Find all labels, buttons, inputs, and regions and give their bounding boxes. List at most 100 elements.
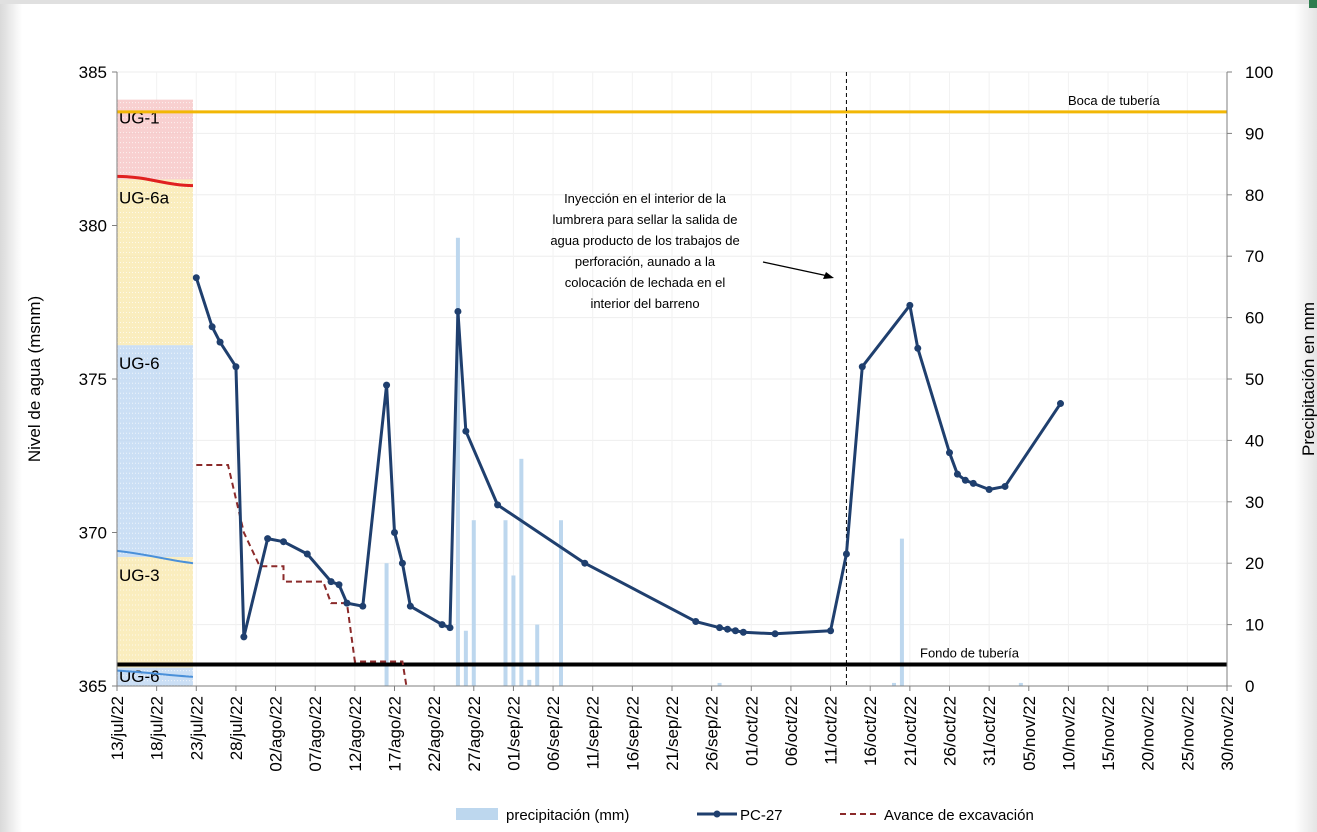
pc27-point bbox=[280, 538, 287, 546]
x-tick-label: 01/sep/22 bbox=[504, 696, 523, 771]
pc27-line bbox=[194, 277, 1062, 639]
top-shade bbox=[0, 0, 1317, 4]
x-tick-label: 22/ago/22 bbox=[425, 696, 444, 772]
x-tick-label: 12/ago/22 bbox=[346, 696, 365, 772]
annotation-text: lumbrera para sellar la salida de bbox=[553, 212, 738, 227]
legend-label-pc27: PC-27 bbox=[740, 807, 783, 824]
pc27-point bbox=[827, 627, 835, 635]
annotation-text: interior del barreno bbox=[590, 296, 699, 311]
x-tick-label: 13/jul/22 bbox=[108, 696, 127, 760]
y-left-axis-label: Nivel de agua (msnm) bbox=[25, 296, 44, 462]
pc27-point bbox=[327, 578, 335, 586]
pc27-point bbox=[739, 628, 747, 636]
x-tick-label: 06/oct/22 bbox=[782, 696, 801, 766]
precipitation-bar bbox=[511, 575, 516, 686]
precipitation-bar bbox=[455, 237, 460, 686]
y-right-tick-label: 10 bbox=[1245, 616, 1264, 635]
precipitation-bars bbox=[384, 237, 1023, 686]
x-tick-label: 26/sep/22 bbox=[703, 696, 722, 771]
pc27-point bbox=[240, 633, 248, 641]
pc27-point bbox=[446, 624, 454, 632]
pc27-point bbox=[462, 427, 470, 435]
pc27-point bbox=[985, 486, 993, 494]
pc27-point bbox=[494, 501, 502, 509]
y-right-tick-label: 70 bbox=[1245, 247, 1264, 266]
left-shade bbox=[0, 0, 22, 832]
y-right-tick-label: 50 bbox=[1245, 370, 1264, 389]
x-tick-label: 16/sep/22 bbox=[623, 696, 642, 771]
x-tick-label: 05/nov/22 bbox=[1020, 696, 1039, 771]
pc27-point bbox=[391, 529, 398, 536]
pc27-point bbox=[581, 559, 589, 567]
x-tick-label: 26/oct/22 bbox=[941, 696, 960, 766]
annotation-arrowhead bbox=[823, 272, 834, 279]
pc27-point bbox=[438, 621, 446, 629]
precipitation-bar bbox=[503, 520, 508, 686]
x-tick-label: 28/jul/22 bbox=[227, 696, 246, 760]
pc27-point bbox=[953, 470, 961, 478]
annotation-text: colocación de lechada en el bbox=[565, 275, 726, 290]
excavation-line bbox=[196, 463, 408, 687]
annotation-text: agua producto de los trabajos de bbox=[550, 233, 739, 248]
legend: precipitación (mm) PC-27 Avance de excavac… bbox=[456, 807, 1034, 824]
pc27-point bbox=[914, 344, 922, 352]
pc27-point bbox=[858, 363, 866, 371]
pc27-point bbox=[724, 625, 731, 633]
y-right-tick-label: 60 bbox=[1245, 309, 1264, 328]
x-tick-label: 20/nov/22 bbox=[1139, 696, 1158, 771]
y-right-tick-label: 0 bbox=[1245, 677, 1254, 696]
precipitation-bar bbox=[463, 630, 468, 686]
y-left-tick-label: 375 bbox=[79, 370, 107, 389]
pc27-point bbox=[1001, 482, 1009, 490]
series bbox=[192, 274, 1064, 687]
reference-lines: Boca de tubería Fondo de tubería bbox=[117, 72, 1227, 686]
x-tick-label: 23/jul/22 bbox=[187, 696, 206, 760]
x-tick-label: 27/ago/22 bbox=[465, 696, 484, 772]
pc27-point bbox=[454, 307, 462, 315]
grid bbox=[116, 71, 1228, 687]
x-tick-label: 10/nov/22 bbox=[1059, 696, 1078, 771]
y-right-tick-label: 20 bbox=[1245, 554, 1264, 573]
pc27-point bbox=[946, 449, 953, 457]
pc27-point bbox=[961, 476, 969, 484]
y-right-tick-label: 80 bbox=[1245, 186, 1264, 205]
precipitation-bar bbox=[899, 538, 904, 686]
pc27-point bbox=[731, 627, 739, 635]
axes: 365 370 375 380 385 0 10 20 30 40 50 60 70 80 90 100 13/… bbox=[25, 63, 1317, 772]
fondo-label: Fondo de tubería bbox=[920, 646, 1020, 661]
x-tick-label: 11/sep/22 bbox=[584, 696, 603, 769]
stratum-label: UG-6a bbox=[119, 188, 170, 207]
pc27-point bbox=[842, 550, 850, 558]
y-left-tick-label: 380 bbox=[79, 217, 107, 236]
y-right-tick-label: 100 bbox=[1245, 63, 1273, 82]
x-tick-label: 30/nov/22 bbox=[1218, 696, 1237, 771]
pc27-point bbox=[335, 581, 343, 589]
x-tick-label: 16/oct/22 bbox=[861, 696, 880, 766]
y-right-tick-label: 90 bbox=[1245, 124, 1264, 143]
stratum-band bbox=[117, 345, 193, 558]
x-tick-label: 17/ago/22 bbox=[386, 696, 405, 772]
y-left-tick-label: 385 bbox=[79, 63, 107, 82]
pc27-point bbox=[208, 323, 216, 331]
legend-label-excavation: Avance de excavación bbox=[884, 807, 1034, 824]
y-left-tick-label: 365 bbox=[79, 677, 107, 696]
pc27-point bbox=[383, 381, 391, 389]
stratum-contact-red bbox=[116, 174, 194, 188]
precipitation-bar bbox=[535, 624, 540, 686]
x-tick-label: 01/oct/22 bbox=[742, 696, 761, 766]
x-tick-label: 25/nov/22 bbox=[1178, 696, 1197, 771]
stratum-label: UG-3 bbox=[119, 566, 160, 585]
x-tick-label: 15/nov/22 bbox=[1099, 696, 1118, 771]
stratum-contact-blue bbox=[116, 549, 194, 565]
stratum-contact-blue bbox=[116, 669, 194, 678]
pc27-point bbox=[969, 479, 977, 487]
annotation-text: perforación, aunado a la bbox=[575, 254, 716, 269]
precipitation-bar bbox=[1018, 682, 1023, 686]
x-tick-label: 07/ago/22 bbox=[306, 696, 325, 772]
precipitation-bar bbox=[717, 682, 722, 686]
annotation-text: Inyección en el interior de la bbox=[564, 191, 727, 206]
legend-label-precipitation: precipitación (mm) bbox=[506, 807, 629, 824]
legend-swatch-precipitation bbox=[456, 808, 498, 820]
precipitation-bar bbox=[471, 520, 476, 686]
